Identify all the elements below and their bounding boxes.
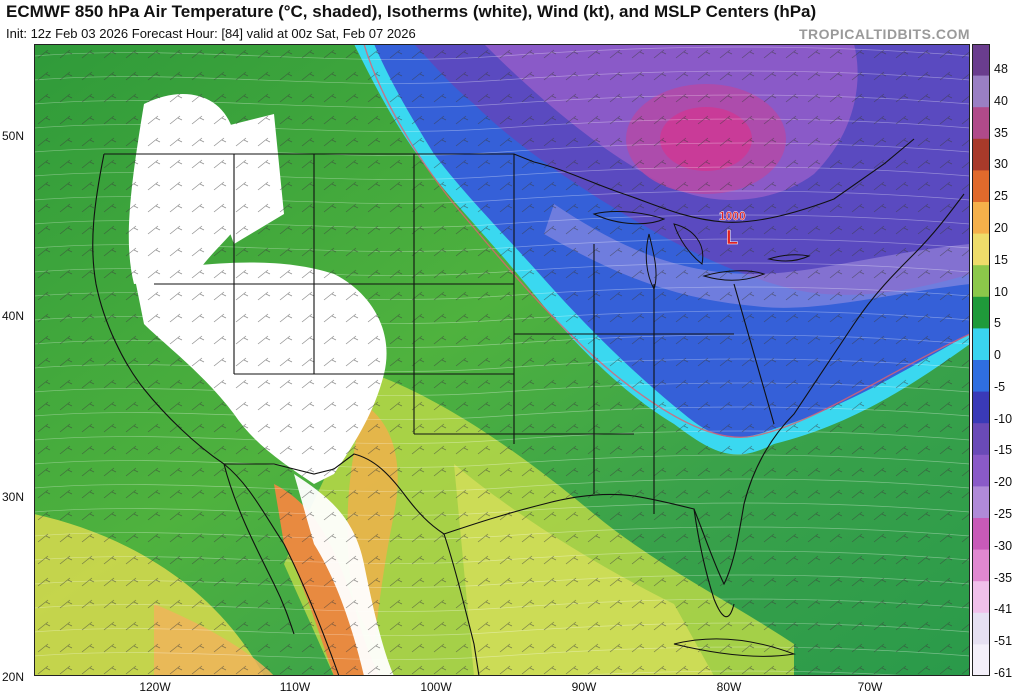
colorbar-label: -15 bbox=[994, 443, 1013, 458]
colorbar-label: 20 bbox=[994, 220, 1008, 235]
map-title: ECMWF 850 hPa Air Temperature (°C, shade… bbox=[6, 2, 817, 21]
colorbar-label: -51 bbox=[994, 634, 1013, 649]
colorbar-segment bbox=[972, 44, 990, 77]
colorbar-segment bbox=[972, 612, 990, 645]
colorbar-label: -30 bbox=[994, 538, 1013, 553]
colorbar-segment bbox=[972, 518, 990, 551]
great-lakes bbox=[592, 211, 811, 291]
colorbar-segment bbox=[972, 138, 990, 171]
low-pressure-center[interactable]: 1000 L bbox=[719, 209, 746, 249]
colorbar-label: 40 bbox=[994, 93, 1008, 108]
colorbar-label: 35 bbox=[994, 125, 1008, 140]
colorbar-segment bbox=[972, 233, 990, 266]
colorbar-label: 5 bbox=[994, 316, 1001, 331]
colorbar-label: 15 bbox=[994, 252, 1008, 267]
colorbar-segment bbox=[972, 454, 990, 487]
colorbar-segment bbox=[972, 581, 990, 614]
colorbar-label: 10 bbox=[994, 284, 1008, 299]
lat-label-40n: 40N bbox=[2, 309, 25, 323]
political-boundaries bbox=[92, 138, 965, 676]
colorbar-segment bbox=[972, 75, 990, 108]
colorbar-segment bbox=[972, 202, 990, 235]
colorbar-label: -41 bbox=[994, 602, 1013, 617]
wind-barbs bbox=[34, 44, 970, 676]
colorbar-label: 25 bbox=[994, 189, 1008, 204]
forecast-info: Init: 12z Feb 03 2026 Forecast Hour: [84… bbox=[6, 26, 416, 41]
temperature-map[interactable]: 1000 L bbox=[34, 44, 970, 676]
lat-label-20n: 20N bbox=[2, 670, 25, 684]
low-symbol: L bbox=[726, 227, 738, 249]
colorbar-label: -5 bbox=[994, 379, 1006, 394]
lon-label-80w: 80W bbox=[716, 680, 742, 694]
colorbar-frame bbox=[972, 44, 990, 676]
colorbar-segment bbox=[972, 486, 990, 519]
brand-watermark: TROPICALTIDBITS.COM bbox=[798, 26, 970, 42]
lon-label-120w: 120W bbox=[139, 680, 171, 694]
colorbar-segment bbox=[972, 423, 990, 456]
pressure-value: 1000 bbox=[719, 209, 746, 223]
lon-label-70w: 70W bbox=[857, 680, 883, 694]
lat-label-50n: 50N bbox=[2, 129, 25, 143]
colorbar-label: 0 bbox=[994, 348, 1001, 363]
colorbar-segment bbox=[972, 296, 990, 329]
freezing-isotherm bbox=[363, 44, 970, 438]
lon-label-100w: 100W bbox=[420, 680, 452, 694]
colorbar-label: -25 bbox=[994, 507, 1013, 522]
colorbar-segment bbox=[972, 549, 990, 582]
temperature-colorbar bbox=[972, 44, 990, 676]
colorbar-segment bbox=[972, 170, 990, 203]
colorbar-segment bbox=[972, 360, 990, 393]
colorbar-label: -61 bbox=[994, 666, 1013, 680]
lon-label-90w: 90W bbox=[571, 680, 597, 694]
colorbar-segment bbox=[972, 328, 990, 361]
colorbar-segment bbox=[972, 265, 990, 298]
colorbar-label: 30 bbox=[994, 157, 1008, 172]
colorbar-label: -10 bbox=[994, 411, 1013, 426]
colorbar-label: -35 bbox=[994, 570, 1013, 585]
colorbar-label: -20 bbox=[994, 475, 1013, 490]
colorbar-label: 48 bbox=[994, 62, 1008, 76]
colorbar-segment bbox=[972, 107, 990, 140]
lat-label-30n: 30N bbox=[2, 490, 25, 504]
colorbar-segment bbox=[972, 391, 990, 424]
lon-label-110w: 110W bbox=[279, 680, 311, 694]
cuba-outline bbox=[673, 638, 796, 657]
colorbar-segment bbox=[972, 644, 990, 676]
map-frame bbox=[34, 44, 970, 676]
